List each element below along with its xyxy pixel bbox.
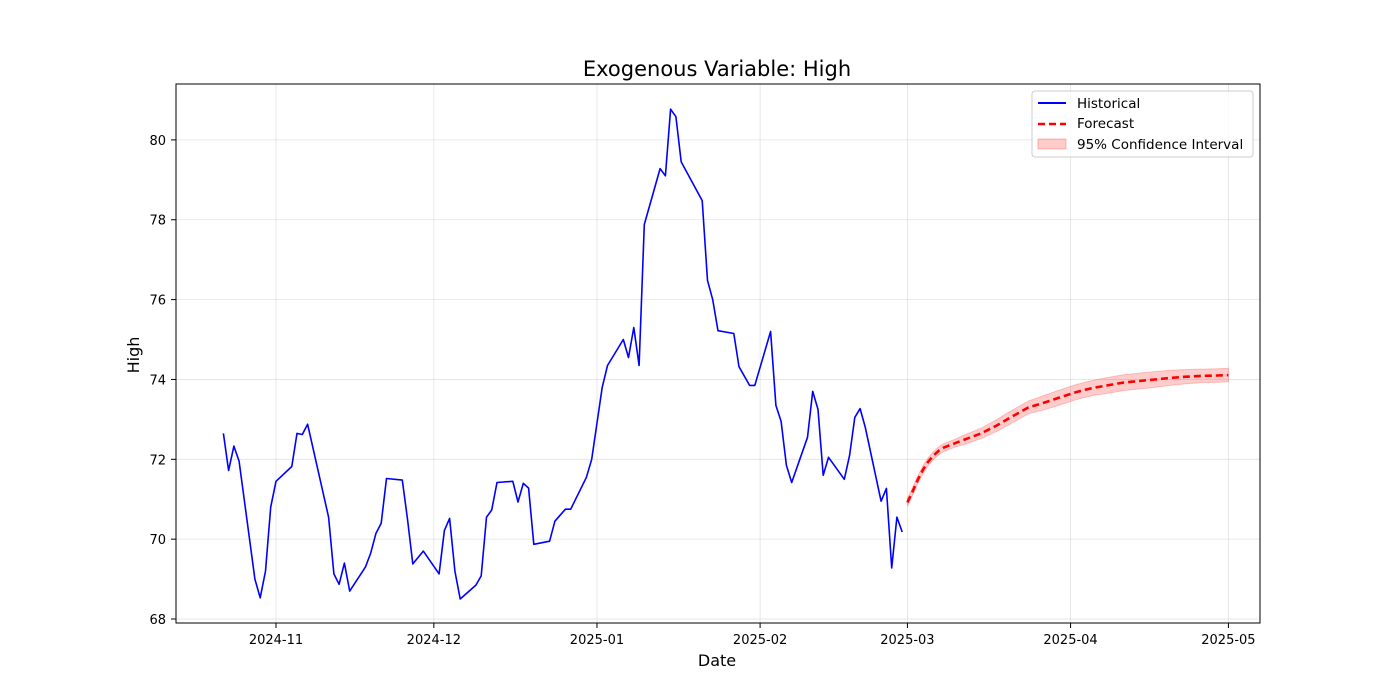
plot-frame <box>175 83 1261 624</box>
x-tick-label: 2025-01 <box>570 633 624 648</box>
legend-ci-swatch <box>1037 138 1067 150</box>
grid <box>176 84 1260 623</box>
y-axis-title: High <box>124 337 143 374</box>
y-tick-label: 70 <box>149 533 166 548</box>
y-axis: 68 70 72 74 76 78 80 <box>149 134 176 628</box>
x-tick-label: 2025-04 <box>1043 633 1097 648</box>
x-tick-label: 2025-03 <box>880 633 934 648</box>
legend-forecast-label: Forecast <box>1077 116 1134 132</box>
chart-title: Exogenous Variable: High <box>583 57 851 81</box>
x-tick-label: 2024-11 <box>249 633 303 648</box>
series-line-historical <box>222 108 903 600</box>
y-tick-label: 68 <box>149 613 166 628</box>
legend-box <box>1031 90 1254 158</box>
legend-historical-label: Historical <box>1077 96 1140 112</box>
legend: Historical Forecast 95% Confidence Inter… <box>1031 90 1254 158</box>
y-tick-label: 80 <box>149 134 166 149</box>
x-tick-label: 2025-02 <box>733 633 787 648</box>
x-axis-title: Date <box>698 651 736 670</box>
x-axis: 2024-11 2024-12 2025-01 2025-02 2025-03 2025-… <box>249 623 1256 648</box>
x-tick-label: 2024-12 <box>407 633 461 648</box>
y-tick-label: 76 <box>149 294 166 309</box>
x-tick-label: 2025-05 <box>1201 633 1255 648</box>
series-line-forecast <box>906 373 1229 503</box>
series-layer <box>222 108 1229 600</box>
y-tick-label: 78 <box>149 214 166 229</box>
y-tick-label: 74 <box>149 373 166 388</box>
y-tick-label: 72 <box>149 453 166 468</box>
legend-ci-label: 95% Confidence Interval <box>1077 137 1243 153</box>
